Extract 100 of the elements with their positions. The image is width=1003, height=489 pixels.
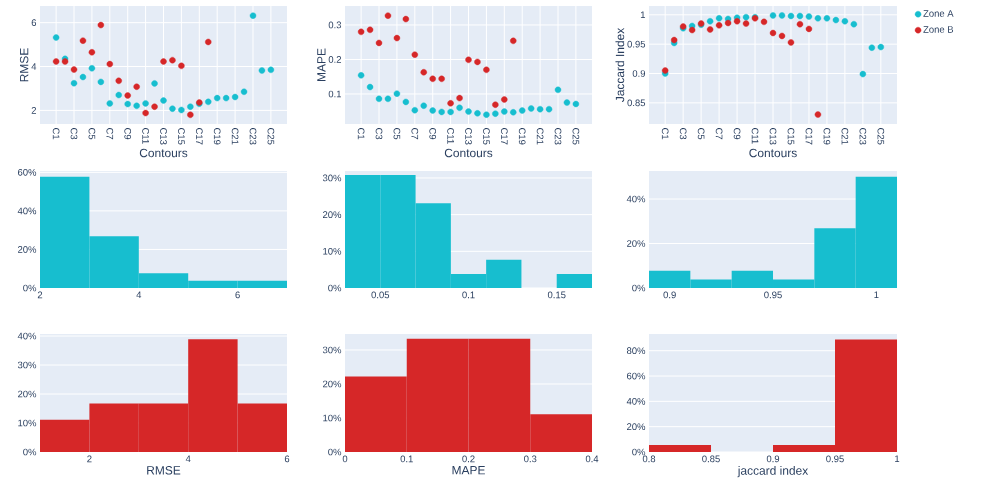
x-axis-title: RMSE (147, 466, 181, 475)
y-tick-label: 0% (23, 448, 37, 456)
x-tick-label: C9 (733, 128, 741, 140)
y-tick-label: 0% (23, 284, 37, 292)
x-tick-label: 0.95 (826, 455, 844, 463)
x-tick-label: C19 (518, 128, 526, 145)
x-tick-label: 0.1 (462, 291, 475, 299)
x-tick-label: 0 (342, 455, 348, 463)
x-axis-title: jaccard index (737, 466, 809, 478)
x-tick-label: C21 (841, 128, 849, 145)
x-tick-label: C23 (554, 128, 562, 145)
x-tick-label: C7 (411, 128, 419, 140)
x-tick-label: C21 (536, 128, 544, 145)
x-tick-label: C17 (805, 128, 813, 145)
y-tick-label: 20% (18, 246, 37, 253)
x-tick-label: C5 (697, 128, 705, 140)
x-tick-label: C13 (769, 128, 777, 145)
legend-label: Zone B (923, 26, 954, 33)
x-tick-label: 0.1 (400, 455, 413, 463)
x-tick-label: C1 (52, 128, 60, 140)
y-tick-label: 10% (18, 419, 37, 427)
y-tick-label: 30% (17, 361, 37, 369)
y-axis-title: Jaccard Index (615, 27, 625, 103)
y-tick-label: 0% (328, 448, 342, 456)
x-tick-label: C25 (572, 128, 580, 145)
y-tick-label: 40% (17, 332, 37, 340)
y-tick-label: 0% (328, 284, 342, 292)
x-tick-label: C7 (715, 128, 723, 140)
x-axis-title: MAPE (452, 466, 485, 475)
y-tick-label: 60% (18, 168, 37, 176)
x-tick-label: C11 (751, 128, 759, 144)
y-tick-label: 30% (322, 346, 342, 354)
y-tick-label: 30% (322, 174, 342, 182)
x-tick-label: C17 (500, 128, 508, 145)
x-tick-label: 0.15 (547, 291, 566, 299)
x-tick-label: C3 (679, 128, 687, 140)
y-tick-label: 80% (626, 347, 646, 355)
x-tick-label: 4 (185, 455, 191, 463)
x-tick-label: C15 (483, 128, 490, 145)
x-tick-label: C23 (249, 128, 257, 145)
y-tick-label: 0.3 (328, 21, 342, 29)
x-axis-title: Contours (139, 148, 188, 158)
y-tick-label: 0.85 (627, 99, 646, 107)
x-tick-label: 0.05 (371, 291, 390, 299)
x-tick-label: C9 (124, 128, 132, 140)
x-tick-label: C19 (213, 128, 221, 145)
y-axis-title: RMSE (19, 48, 29, 82)
y-tick-label: 1 (640, 11, 646, 19)
y-tick-label: 20% (323, 380, 342, 388)
y-tick-label: 10% (323, 247, 342, 255)
x-tick-label: 0.4 (585, 455, 599, 463)
y-axis-title: MAPE (317, 48, 326, 81)
x-tick-label: 4 (136, 291, 142, 299)
x-tick-label: C17 (195, 128, 203, 145)
y-tick-label: 60% (627, 372, 646, 380)
x-tick-label: C11 (447, 128, 454, 144)
y-tick-label: 2 (31, 107, 37, 114)
y-tick-label: 40% (626, 195, 646, 203)
x-tick-label: C9 (429, 128, 437, 140)
x-tick-label: C15 (178, 128, 185, 145)
y-tick-label: 6 (31, 19, 37, 27)
x-tick-label: C5 (88, 128, 96, 140)
x-tick-label: 0.95 (764, 291, 782, 299)
x-tick-label: C3 (375, 128, 383, 140)
x-tick-label: C13 (160, 128, 167, 145)
x-tick-label: C7 (106, 128, 114, 140)
x-tick-label: C15 (787, 128, 795, 145)
x-tick-label: C13 (465, 128, 472, 145)
x-tick-label: 2 (37, 291, 43, 299)
y-tick-label: 0% (632, 448, 646, 456)
y-tick-label: 0% (632, 284, 646, 292)
x-tick-label: C25 (267, 128, 275, 145)
y-tick-label: 0.2 (328, 56, 342, 63)
y-tick-label: 40% (17, 207, 37, 215)
x-tick-label: C11 (142, 128, 149, 144)
x-axis-title: Contours (749, 148, 797, 158)
y-tick-label: 0.95 (627, 40, 646, 48)
x-tick-label: 0.9 (766, 455, 780, 463)
x-tick-label: 2 (87, 455, 92, 463)
x-tick-label: 0.9 (663, 291, 676, 299)
x-tick-label: C1 (357, 128, 365, 140)
y-tick-label: 0.1 (328, 90, 342, 98)
y-tick-label: 40% (626, 398, 646, 405)
x-tick-label: C25 (877, 128, 885, 145)
x-tick-label: C19 (823, 128, 831, 145)
y-tick-label: 20% (18, 390, 37, 398)
y-tick-label: 4 (31, 63, 37, 70)
y-tick-label: 0.9 (632, 70, 646, 77)
x-tick-label: C23 (859, 128, 867, 145)
x-tick-label: C3 (70, 128, 78, 140)
y-tick-label: 20% (627, 240, 646, 247)
x-tick-label: 0.85 (702, 455, 720, 463)
x-tick-label: C5 (393, 128, 401, 140)
y-tick-label: 10% (323, 414, 342, 422)
y-tick-label: 20% (323, 211, 342, 218)
y-tick-label: 20% (627, 423, 646, 431)
x-tick-label: 6 (235, 291, 240, 299)
x-tick-label: 0.3 (524, 455, 537, 463)
x-tick-label: 0.8 (642, 455, 656, 463)
x-tick-label: 1 (895, 455, 900, 463)
